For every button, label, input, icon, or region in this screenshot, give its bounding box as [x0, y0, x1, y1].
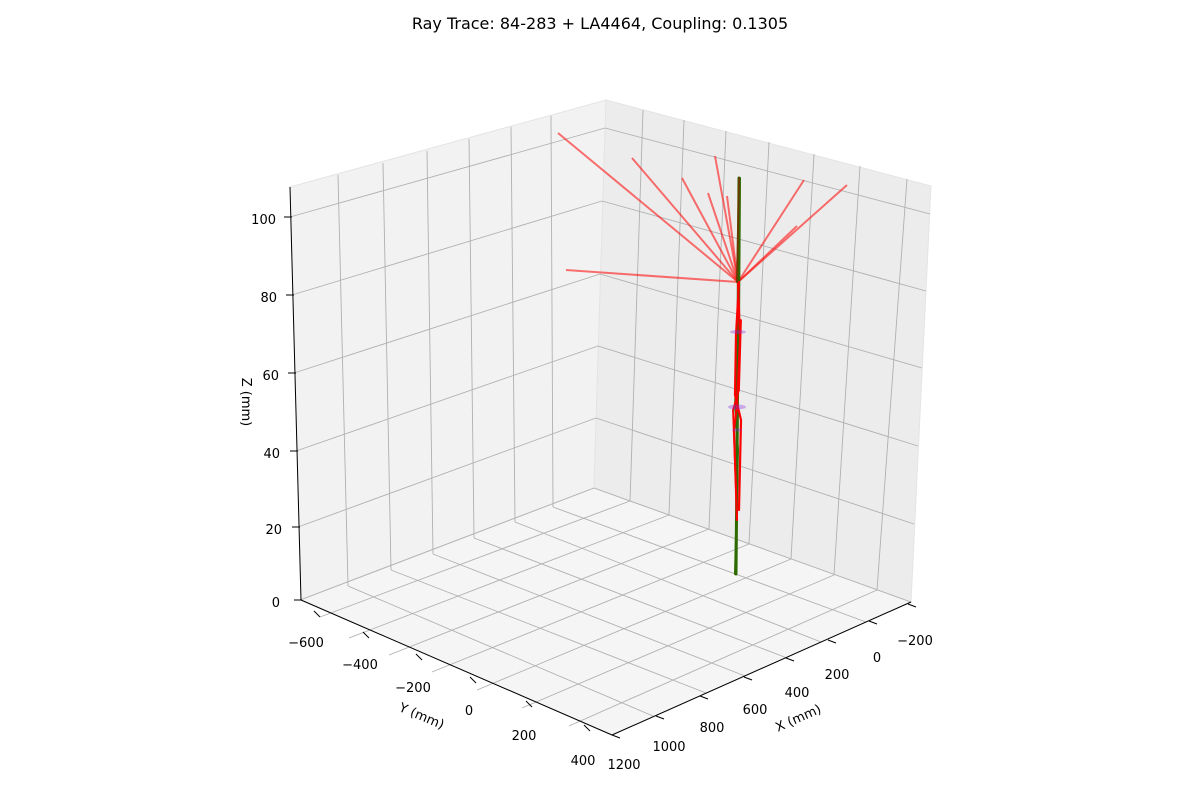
bundle-ray: [736, 177, 740, 283]
tick-marks: [284, 216, 917, 739]
x-axis-line: [611, 601, 912, 736]
y-tick-0: 0: [465, 704, 473, 719]
ray-bundle: [732, 176, 743, 576]
x-axis-label: X (mm): [773, 702, 823, 735]
z-axis-label: Z (mm): [238, 378, 253, 427]
escaped-ray: [714, 155, 739, 283]
y-tick-200: 200: [512, 729, 537, 744]
z-tick-80: 80: [260, 291, 277, 306]
lens-surfaces: [728, 330, 746, 432]
y-tick-neg600: −600: [288, 636, 324, 651]
x-tick-800: 800: [700, 721, 725, 736]
x-tick-neg200: −200: [897, 634, 933, 649]
escaped-rays: [557, 132, 848, 283]
y-tick-labels: −600 −400 −200 0 200 400: [288, 636, 595, 769]
lens-surface: [728, 404, 746, 410]
x-tick-0: 0: [873, 651, 881, 666]
z-tick-100: 100: [251, 213, 276, 228]
z-tick-labels: 0 20 40 60 80 100: [251, 213, 282, 611]
escaped-ray: [631, 157, 739, 283]
axis-lines: [289, 186, 912, 736]
chart-title: Ray Trace: 84-283 + LA4464, Coupling: 0.…: [412, 14, 788, 33]
z-tick-0: 0: [272, 596, 280, 611]
escaped-ray: [726, 195, 739, 283]
lens-surface: [730, 330, 746, 334]
escaped-ray: [565, 269, 739, 283]
y-tick-400: 400: [571, 754, 596, 769]
x-tick-1000: 1000: [652, 740, 685, 755]
lens-surface: [732, 428, 742, 432]
bundle-ray: [733, 280, 743, 512]
escaped-ray: [557, 132, 739, 283]
x-tick-600: 600: [743, 703, 768, 718]
y-axis-line: [300, 599, 613, 736]
y-axis-label: Y (mm): [396, 700, 447, 733]
escaped-ray: [707, 192, 739, 283]
z-tick-60: 60: [262, 369, 279, 384]
escaped-ray: [681, 177, 739, 283]
escaped-ray: [737, 179, 805, 283]
axis-panes: [289, 99, 932, 736]
bundle-ray: [732, 319, 742, 491]
escaped-ray: [737, 225, 798, 283]
z-axis-line: [289, 186, 302, 601]
y-tick-neg200: −200: [395, 681, 431, 696]
x-tick-1200: 1200: [607, 758, 640, 773]
x-tick-400: 400: [785, 686, 810, 701]
grid-lines: [289, 109, 931, 727]
x-tick-200: 200: [825, 668, 850, 683]
z-tick-40: 40: [263, 447, 280, 462]
y-tick-neg400: −400: [342, 658, 378, 673]
x-tick-labels: −200 0 200 400 600 800 1000 1200: [607, 634, 932, 773]
z-tick-20: 20: [265, 523, 282, 538]
